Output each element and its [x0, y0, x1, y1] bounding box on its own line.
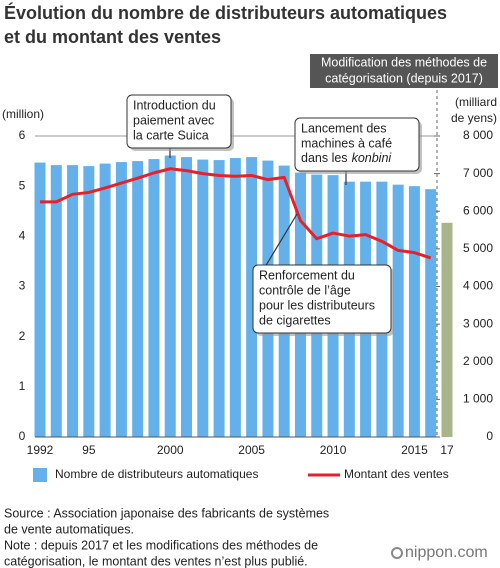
bar — [164, 155, 176, 437]
bar — [441, 222, 453, 437]
y2-tick-label: 6 000 — [463, 203, 493, 217]
x-tick-label: 1992 — [27, 443, 54, 457]
bar — [392, 184, 404, 437]
y-tick-label: 3 — [19, 279, 26, 293]
header-box — [310, 54, 498, 88]
legend-swatch — [33, 468, 47, 482]
bar — [34, 162, 46, 438]
y-tick-label: 1 — [19, 379, 26, 393]
x-tick-label: 2000 — [157, 443, 184, 457]
footnote: Source : Association japonaise des fabri… — [4, 506, 329, 520]
bar — [148, 159, 160, 437]
annotation-text: Renforcement du — [259, 268, 355, 282]
annotation-text: machines à café — [301, 136, 392, 150]
x-tick-label: 2015 — [401, 443, 428, 457]
line — [40, 167, 432, 260]
annotation-text: la carte Suica — [133, 128, 209, 142]
bar — [197, 159, 209, 437]
chart-title: Évolution du nombre de distributeurs aut… — [4, 2, 447, 23]
annotation-text: Introduction du — [133, 98, 216, 112]
x-tick-label: 2010 — [320, 443, 347, 457]
y2-tick-label: 7 000 — [463, 166, 493, 180]
y-axis-label: (million) — [2, 107, 44, 121]
legend-label: Nombre de distributeurs automatiques — [55, 467, 258, 481]
annotation-text: dans les konbini — [301, 151, 392, 165]
footnote: Note : depuis 2017 et les modifications … — [4, 538, 318, 552]
annotation-text: paiement avec — [133, 113, 214, 127]
bar — [181, 157, 193, 437]
y2-tick-label: 0 — [486, 429, 493, 443]
bar — [67, 165, 79, 437]
y-tick-label: 5 — [19, 178, 26, 192]
annotation-text: Lancement des — [301, 121, 386, 135]
y2-tick-label: 1 000 — [463, 392, 493, 406]
annotation-text: contrôle de l’âge — [259, 283, 351, 297]
y-tick-label: 0 — [19, 429, 26, 443]
annotation-box — [294, 117, 420, 172]
x-tick-label: 95 — [82, 443, 96, 457]
y2-tick-label: 4 000 — [463, 279, 493, 293]
y2-tick-label: 5 000 — [463, 241, 493, 255]
annotation-text: pour les distributeurs — [259, 298, 375, 312]
annotation-pointer — [261, 213, 298, 273]
bar — [408, 186, 420, 437]
annotation-text-part: dans les — [301, 151, 348, 165]
legend-label: Montant des ventes — [344, 467, 449, 481]
logo-icon — [391, 547, 403, 559]
annotation-box — [126, 94, 232, 149]
y-tick-label: 6 — [19, 128, 26, 142]
y-tick-label: 2 — [19, 329, 26, 343]
bar — [132, 161, 144, 438]
footnote: de vente automatiques. — [4, 522, 134, 536]
annotation-box — [252, 264, 392, 334]
footnote: catégorisation, le montant des ventes n’… — [4, 554, 308, 568]
annotation-italic: konbini — [352, 151, 393, 165]
bar — [99, 163, 111, 437]
y2-tick-label: 8 000 — [463, 128, 493, 142]
bar — [246, 157, 258, 437]
bar — [50, 165, 62, 437]
chart-title: et du montant des ventes — [4, 27, 221, 47]
y2-axis-label: (milliard — [455, 95, 497, 109]
y2-tick-label: 2 000 — [463, 354, 493, 368]
y2-tick-label: 3 000 — [463, 316, 493, 330]
x-tick-label: 2005 — [238, 443, 265, 457]
annotation-text: de cigarettes — [259, 313, 331, 327]
logo: nippon.com — [405, 544, 488, 561]
x-tick-label: 17 — [440, 443, 454, 457]
header-note: Modification des méthodes de — [321, 55, 487, 69]
header-note: catégorisation (depuis 2017) — [325, 71, 483, 85]
bar — [213, 160, 225, 437]
bar — [115, 162, 127, 437]
bar — [229, 158, 241, 437]
y2-axis-label: de yens) — [451, 111, 497, 125]
y-tick-label: 4 — [19, 229, 26, 243]
bar — [83, 166, 95, 437]
bar — [425, 189, 437, 437]
